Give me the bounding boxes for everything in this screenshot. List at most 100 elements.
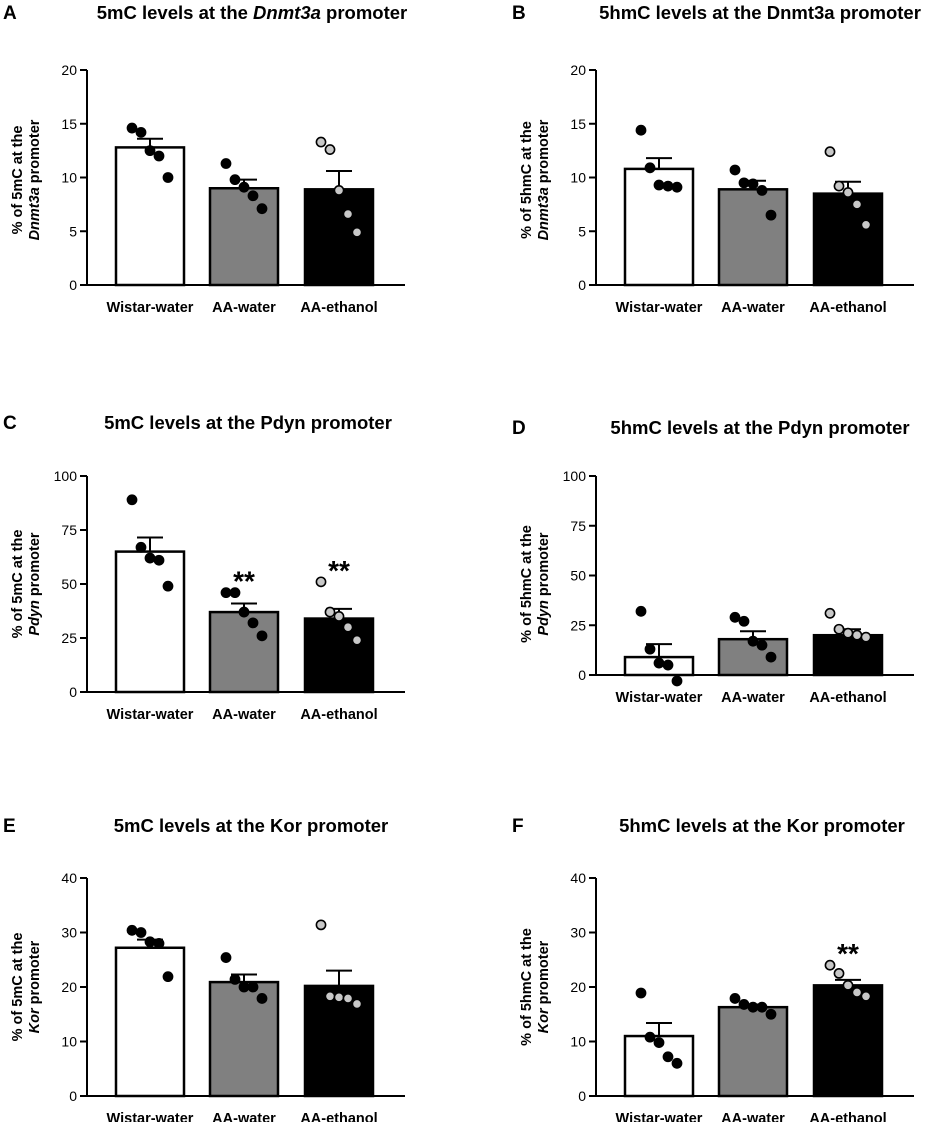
y-axis-label-line-1-part-1: promoter bbox=[536, 119, 552, 187]
panel-letter: E bbox=[3, 816, 16, 837]
y-tick-label: 50 bbox=[570, 568, 586, 584]
data-point bbox=[662, 659, 674, 671]
y-axis-label-line-0-part-0: % of 5hmC at the bbox=[519, 928, 535, 1046]
data-point bbox=[765, 1008, 777, 1020]
bar-wistar-water bbox=[114, 550, 186, 694]
significance-marker: ** bbox=[233, 566, 255, 597]
chart-title-part-0: 5mC levels at the Pdyn promoter bbox=[104, 412, 392, 433]
bar-wistar-water bbox=[114, 946, 186, 1098]
chart-title-part-2: promoter bbox=[321, 2, 407, 23]
data-point bbox=[635, 987, 647, 999]
y-axis-label-line-1: Kor promoter bbox=[27, 940, 43, 1033]
data-point bbox=[324, 990, 336, 1002]
data-point bbox=[635, 605, 647, 617]
x-category-label: AA-ethanol bbox=[809, 1111, 886, 1122]
y-axis-label-line-0-part-0: % of 5mC at the bbox=[10, 933, 26, 1042]
significance-marker: ** bbox=[328, 555, 350, 586]
data-point bbox=[833, 623, 845, 635]
y-tick-label: 10 bbox=[61, 1034, 77, 1050]
y-tick-label: 0 bbox=[69, 684, 77, 700]
data-point bbox=[153, 554, 165, 566]
data-point bbox=[162, 971, 174, 983]
bar-aa-ethanol bbox=[812, 984, 884, 1098]
x-category-label: Wistar-water bbox=[107, 1111, 194, 1122]
x-category-label: AA-water bbox=[721, 300, 785, 316]
data-point bbox=[247, 190, 259, 202]
bar-wistar-water bbox=[114, 146, 186, 287]
y-axis-label-line-1-part-0: Dnmt3a bbox=[536, 187, 552, 240]
data-point bbox=[738, 999, 750, 1010]
x-category-label: Wistar-water bbox=[616, 300, 703, 316]
y-tick-label: 30 bbox=[61, 925, 77, 941]
chart-title-part-0: 5hmC levels at the Kor promoter bbox=[619, 815, 905, 836]
y-axis-label-line-0-part-0: % of 5mC at the bbox=[10, 530, 26, 639]
y-tick-label: 20 bbox=[570, 62, 586, 78]
data-point bbox=[351, 998, 363, 1010]
y-axis-label-line-1: Pdyn promoter bbox=[27, 532, 43, 635]
data-point bbox=[135, 126, 147, 138]
data-point bbox=[256, 203, 268, 215]
chart-title: 5hmC levels at the Dnmt3a promoter bbox=[599, 2, 921, 23]
chart-title: 5hmC levels at the Pdyn promoter bbox=[610, 417, 909, 438]
y-tick-label: 0 bbox=[69, 277, 77, 293]
data-point bbox=[860, 219, 872, 231]
y-axis-label: % of 5hmC at the Pdyn promoter bbox=[519, 525, 552, 643]
data-point bbox=[126, 494, 138, 506]
x-category-label: AA-ethanol bbox=[809, 690, 886, 706]
data-point bbox=[653, 657, 665, 669]
data-point bbox=[324, 606, 336, 618]
y-axis-label-line-0-part-0: % of 5mC at the bbox=[10, 126, 26, 235]
data-point bbox=[220, 952, 232, 963]
data-point bbox=[729, 611, 741, 623]
y-tick-label: 20 bbox=[570, 979, 586, 995]
panel-a: A 5mC levels at the Dnmt3a promoter% of 5… bbox=[3, 2, 407, 316]
panel-b: B 5hmC levels at the Dnmt3a promoter % of … bbox=[512, 2, 921, 316]
x-category-label: AA-ethanol bbox=[300, 707, 377, 723]
data-point bbox=[144, 145, 156, 157]
bar-aa-water bbox=[208, 187, 280, 287]
x-category-label: AA-ethanol bbox=[300, 1111, 377, 1122]
data-point bbox=[247, 617, 259, 629]
data-point bbox=[162, 580, 174, 592]
data-point bbox=[729, 164, 741, 176]
y-axis-label: % of 5hmC at the Dnmt3a promoter bbox=[519, 119, 552, 240]
data-point bbox=[671, 675, 683, 687]
y-tick-label: 25 bbox=[61, 630, 77, 646]
x-category-label: AA-water bbox=[212, 1111, 276, 1122]
data-point bbox=[851, 198, 863, 210]
data-point bbox=[256, 630, 268, 642]
y-axis-label: % of 5mC at the Pdyn promoter bbox=[10, 530, 43, 639]
y-axis-label-line-0-part-0: % of 5hmC at the bbox=[519, 525, 535, 643]
chart-title: 5mC levels at the Dnmt3a promoter bbox=[97, 2, 408, 23]
data-point bbox=[671, 1057, 683, 1069]
bar-aa-ethanol bbox=[812, 633, 884, 677]
data-point bbox=[824, 607, 836, 619]
data-point bbox=[126, 122, 138, 134]
y-axis-label-line-1: Kor promoter bbox=[536, 940, 552, 1033]
data-point bbox=[144, 936, 156, 948]
y-tick-label: 0 bbox=[578, 1088, 586, 1104]
y-tick-label: 15 bbox=[570, 116, 586, 132]
y-axis-label-line-0: % of 5hmC at the bbox=[519, 121, 535, 239]
y-tick-label: 20 bbox=[61, 62, 77, 78]
bar-aa-ethanol bbox=[303, 617, 375, 694]
data-point bbox=[229, 174, 241, 186]
data-point bbox=[342, 208, 354, 220]
panel-letter: F bbox=[512, 816, 524, 837]
x-category-label: Wistar-water bbox=[107, 707, 194, 723]
x-category-label: Wistar-water bbox=[616, 1111, 703, 1122]
panel-letter: B bbox=[512, 3, 526, 24]
x-category-label: AA-water bbox=[212, 300, 276, 316]
x-category-label: AA-ethanol bbox=[809, 300, 886, 316]
y-tick-label: 25 bbox=[570, 617, 586, 633]
data-point bbox=[729, 993, 741, 1004]
data-point bbox=[162, 172, 174, 183]
panel-letter: C bbox=[3, 413, 17, 434]
x-category-label: AA-water bbox=[721, 1111, 785, 1122]
y-axis-label-line-0: % of 5mC at the bbox=[10, 530, 26, 639]
y-axis-label: % of 5mC at the Dnmt3a promoter bbox=[10, 119, 43, 240]
y-tick-label: 10 bbox=[570, 1034, 586, 1050]
chart-title-part-0: 5mC levels at the bbox=[97, 2, 253, 23]
y-tick-label: 5 bbox=[578, 223, 586, 239]
